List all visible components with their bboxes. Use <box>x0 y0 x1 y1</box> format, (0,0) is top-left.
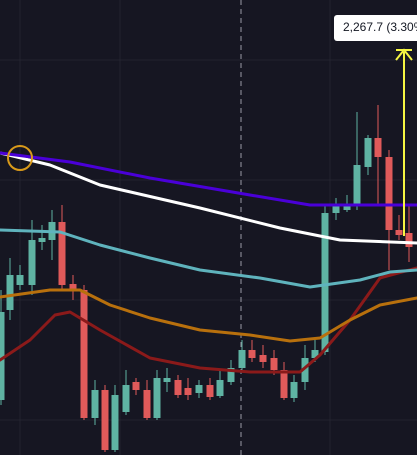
candle-body <box>80 290 88 418</box>
measure-label-box <box>334 15 417 41</box>
candle-body <box>216 380 224 396</box>
candle-body <box>6 275 14 310</box>
candle-body <box>248 350 256 358</box>
cross-marker <box>7 145 33 171</box>
candle-body <box>270 358 278 370</box>
candle-body <box>69 284 77 290</box>
ma-line <box>0 151 417 245</box>
candle-body <box>321 213 329 352</box>
moving-averages <box>0 151 417 374</box>
candle-body <box>353 165 361 205</box>
candle-body <box>259 355 267 362</box>
candle-body <box>28 240 36 285</box>
candle-body <box>132 382 140 390</box>
candle-body <box>385 157 393 230</box>
candle-body <box>91 390 99 418</box>
candle-body <box>184 388 192 395</box>
ma-line <box>0 151 417 207</box>
candle-body <box>16 275 24 285</box>
candles <box>0 105 413 452</box>
candle-body <box>395 230 403 235</box>
candle-body <box>301 358 309 382</box>
ma-line <box>0 228 417 289</box>
candle-body <box>122 385 130 412</box>
candle-body <box>374 138 382 157</box>
candle-body <box>111 395 119 450</box>
candle-body <box>343 205 351 210</box>
candle-body <box>206 385 214 397</box>
candle-body <box>290 382 298 398</box>
candle-body <box>195 385 203 393</box>
candle-body <box>163 378 171 382</box>
candle-body <box>280 370 288 398</box>
candle-body <box>311 350 319 358</box>
candle-body <box>153 378 161 418</box>
candle-body <box>0 312 5 400</box>
ma-line <box>0 288 417 343</box>
candle-body <box>364 138 372 167</box>
candle-body <box>58 222 66 285</box>
measure-label: 2,267.7 (3.30% <box>343 20 417 34</box>
candle-body <box>38 238 46 242</box>
candle-body <box>101 390 109 450</box>
candle-body <box>143 390 151 418</box>
candle-body <box>238 350 246 368</box>
candle-body <box>174 380 182 395</box>
candle-body <box>332 205 340 213</box>
candle-body <box>227 368 235 382</box>
candle-body <box>405 233 413 247</box>
